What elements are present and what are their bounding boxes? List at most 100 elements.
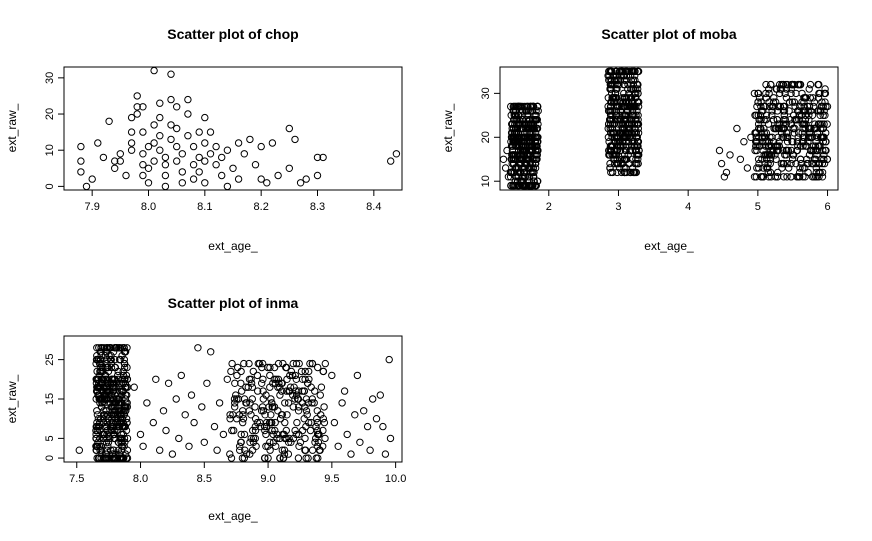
data-point — [312, 434, 320, 443]
data-point — [525, 138, 533, 146]
data-point — [312, 454, 320, 462]
data-point — [120, 363, 129, 372]
data-point — [210, 422, 219, 431]
data-point — [819, 138, 827, 146]
data-point — [789, 151, 797, 159]
data-point — [519, 124, 527, 133]
data-point — [634, 116, 642, 124]
data-point — [530, 116, 538, 124]
data-point — [112, 344, 121, 352]
panel-chop: Scatter plot of chop ext_age_ ext_raw_ 7… — [5, 26, 403, 253]
data-point — [291, 371, 299, 380]
data-point — [772, 155, 780, 164]
data-point — [750, 89, 759, 98]
x-tick-label: 8.4 — [366, 201, 381, 213]
data-point — [518, 102, 526, 111]
data-point — [168, 450, 177, 458]
data-point — [295, 430, 303, 439]
data-point — [249, 434, 258, 443]
data-point — [611, 80, 619, 89]
data-point — [92, 446, 100, 454]
data-point — [515, 111, 523, 120]
data-point — [120, 355, 129, 364]
data-point — [304, 454, 312, 462]
data-point — [801, 142, 810, 150]
data-point — [611, 76, 619, 84]
data-point — [104, 438, 113, 446]
data-point — [229, 164, 237, 173]
data-point — [285, 387, 293, 395]
y-tick-label: 20 — [480, 131, 492, 143]
data-point — [794, 133, 802, 142]
data-point — [75, 446, 84, 454]
data-point — [801, 116, 810, 124]
data-point — [517, 159, 525, 168]
data-point — [634, 85, 642, 93]
data-point — [752, 138, 760, 146]
data-point — [631, 142, 639, 150]
chart-title: Scatter plot of moba — [601, 26, 737, 42]
data-point — [118, 415, 127, 423]
data-point — [266, 446, 274, 454]
y-tick-label: 25 — [44, 354, 56, 366]
data-point — [262, 430, 270, 439]
data-point — [308, 359, 317, 368]
data-point — [105, 387, 113, 395]
data-point — [609, 129, 617, 137]
data-point — [616, 67, 624, 76]
data-point — [264, 442, 272, 450]
data-point — [139, 128, 147, 136]
data-point — [270, 403, 279, 411]
data-point — [240, 359, 248, 368]
data-point — [306, 359, 314, 368]
y-axis-label: ext_raw_ — [5, 103, 19, 152]
data-point — [238, 387, 246, 395]
plot-frame — [499, 66, 839, 191]
data-point — [144, 179, 153, 187]
data-point — [121, 348, 129, 356]
data-point — [127, 139, 136, 147]
data-point — [267, 411, 275, 419]
x-tick-label: 2 — [546, 201, 552, 213]
data-point — [347, 450, 355, 458]
data-point — [313, 418, 322, 427]
data-point — [778, 124, 786, 133]
data-point — [533, 177, 541, 185]
data-point — [627, 129, 636, 137]
data-point — [110, 383, 118, 391]
data-point — [821, 111, 829, 120]
data-point — [754, 120, 763, 128]
data-point — [246, 399, 254, 407]
data-point — [617, 159, 625, 168]
data-point — [628, 142, 636, 150]
data-point — [99, 153, 108, 162]
data-point — [510, 116, 518, 124]
data-point — [807, 107, 815, 115]
data-point — [809, 94, 817, 102]
data-point — [816, 89, 824, 98]
data-point — [115, 344, 123, 352]
data-point — [178, 150, 187, 158]
data-point — [813, 151, 821, 159]
data-point — [764, 159, 772, 168]
data-point — [621, 98, 630, 106]
data-point — [774, 168, 782, 177]
data-point — [178, 168, 187, 176]
y-tick-label: 0 — [44, 183, 56, 189]
data-point — [787, 89, 795, 98]
data-point — [755, 94, 764, 102]
data-point — [319, 153, 327, 162]
x-tick-label: 8.1 — [197, 201, 212, 213]
data-point — [207, 348, 215, 356]
data-point — [246, 450, 254, 458]
data-point — [747, 133, 755, 142]
data-point — [766, 155, 775, 164]
data-point — [790, 98, 799, 106]
data-point — [101, 352, 110, 360]
data-point — [607, 129, 615, 137]
data-point — [201, 113, 209, 122]
data-point — [298, 375, 307, 383]
data-point — [606, 85, 614, 93]
data-point — [291, 426, 299, 435]
data-point — [256, 418, 264, 427]
